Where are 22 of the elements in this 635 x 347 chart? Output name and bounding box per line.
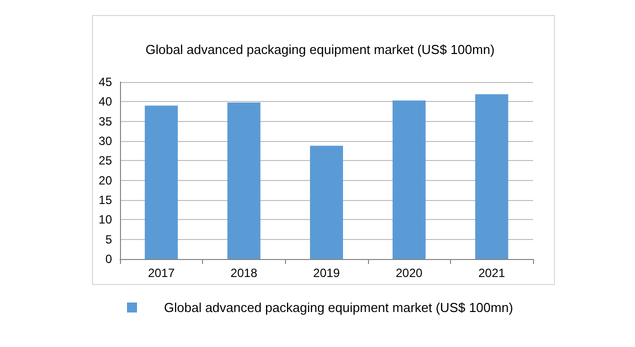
bar <box>475 94 508 259</box>
y-tick-label: 35 <box>98 114 112 128</box>
y-tick-label: 20 <box>98 173 112 188</box>
y-tick-label: 45 <box>98 75 112 89</box>
x-tick-label: 2021 <box>478 266 506 280</box>
y-tick-label: 40 <box>98 94 112 109</box>
x-tick-label: 2020 <box>396 266 423 280</box>
x-tick-label: 2017 <box>148 266 175 280</box>
y-tick-label: 25 <box>98 154 112 168</box>
x-tick-label: 2019 <box>313 266 340 280</box>
legend-label: Global advanced packaging equipment market (US$ 100mn) <box>164 300 514 315</box>
y-tick-label: 30 <box>98 134 112 148</box>
y-tick-label: 0 <box>105 252 112 266</box>
y-tick-label: 15 <box>98 193 112 207</box>
bar <box>392 100 426 259</box>
bar <box>310 146 344 259</box>
y-tick-label: 5 <box>105 232 112 246</box>
y-tick-label: 10 <box>98 212 112 227</box>
chart-title: Global advanced packaging equipment market (US$ 100mn) <box>145 42 495 57</box>
bar <box>227 102 260 259</box>
bar <box>144 106 178 259</box>
x-tick-label: 2018 <box>230 266 258 280</box>
